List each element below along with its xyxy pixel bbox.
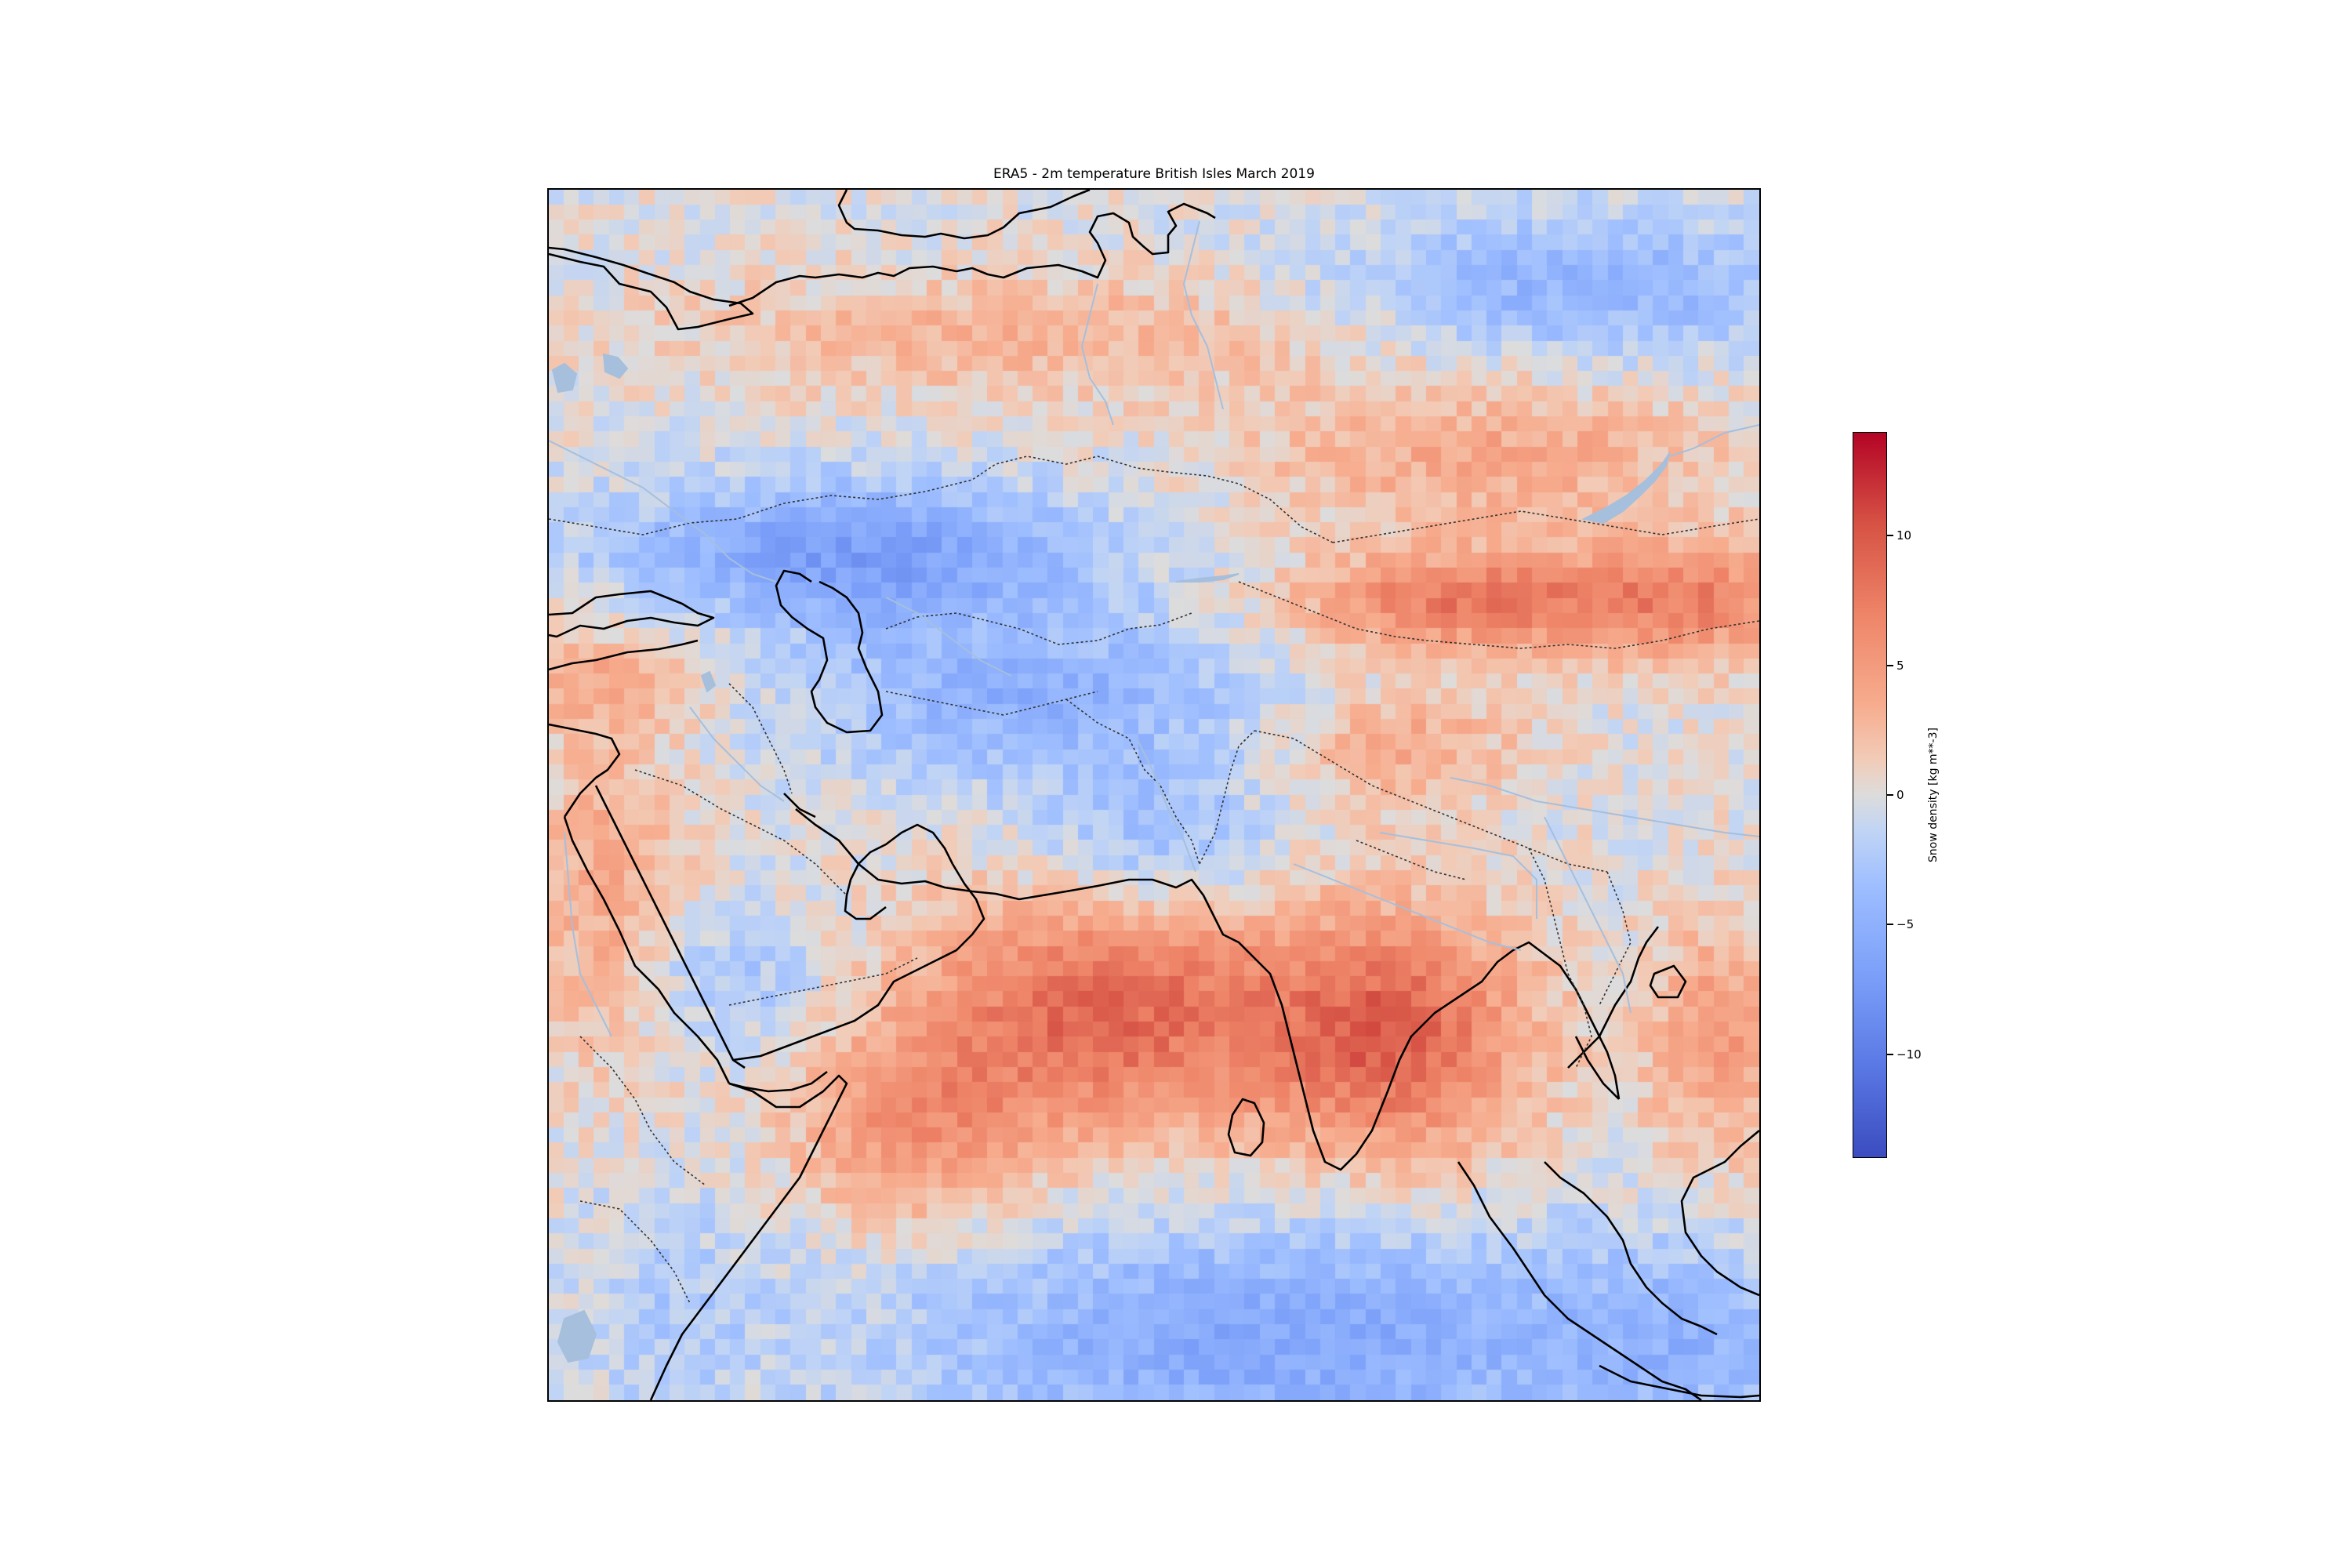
river-indus <box>1136 738 1196 873</box>
coastline-caspian <box>775 569 884 734</box>
border-iran-iraq <box>728 683 793 794</box>
border-india-pak <box>1199 730 1255 865</box>
coastline-red-sea-east <box>594 785 746 1069</box>
coastline-java <box>1599 1364 1759 1399</box>
coastline-persian-gulf-north <box>795 808 1067 901</box>
border-russia-kazakhstan <box>549 456 1334 543</box>
lake-balkhash <box>1175 573 1240 583</box>
colorbar-label: Snow density [kg m**-3] <box>1927 728 1940 862</box>
rivers <box>549 220 1759 1037</box>
coastline-sri-lanka <box>1227 1098 1265 1157</box>
anomaly-raster <box>549 190 1759 1400</box>
lake-ladoga <box>551 362 578 394</box>
coastline-indochina <box>1567 926 1660 1069</box>
coastline-red-sea-west <box>563 816 731 1084</box>
map-title: ERA5 - 2m temperature British Isles Marc… <box>993 166 1315 182</box>
coastline-pakistan-india <box>1065 878 1545 1171</box>
coastline-levant <box>549 723 621 818</box>
river-nile <box>564 832 612 1037</box>
border-nepal <box>1356 840 1467 880</box>
coastline-myanmar <box>1574 1036 1620 1100</box>
coastline-aden <box>728 1070 828 1093</box>
colorbar-tick-label: 0 <box>1896 788 1904 802</box>
coastline-novaya <box>837 190 1091 240</box>
border-laos <box>1599 871 1632 1006</box>
colorbar <box>1853 432 1887 1158</box>
coastline-black-sea <box>549 590 715 638</box>
border-kaz-uzb <box>885 612 1192 645</box>
lake-baikal <box>1581 452 1671 524</box>
border-saudi <box>634 769 848 896</box>
country-borders <box>549 456 1759 1304</box>
water-bodies <box>551 353 1671 1363</box>
colorbar-tick-label: 5 <box>1896 658 1904 673</box>
geographic-overlay <box>549 190 1759 1400</box>
border-myanmar <box>1528 848 1569 975</box>
border-china-india <box>1254 730 1608 873</box>
colorbar-tick <box>1887 664 1893 666</box>
river-yenisei <box>1182 220 1224 410</box>
coastline-arctic <box>549 246 754 331</box>
lake-onega <box>602 353 629 379</box>
coastline-bay-bengal-east <box>1544 953 1621 1100</box>
coastline-hainan <box>1649 964 1687 999</box>
coastline-indochina-east <box>1680 1130 1759 1297</box>
colorbar-tick <box>1887 924 1893 926</box>
river-tigris <box>689 706 785 802</box>
border-mongolia <box>1332 510 1759 543</box>
colorbar-tick <box>1887 794 1893 796</box>
border-thailand <box>1567 973 1592 1069</box>
river-mekong <box>1544 816 1632 1014</box>
border-saudi-yemen <box>728 957 918 1006</box>
river-amur <box>1669 424 1759 457</box>
lake-urmia <box>700 670 717 693</box>
border-kenya <box>579 1200 691 1304</box>
coastline-arctic-east <box>728 202 1216 307</box>
coastline-malay <box>1544 1161 1718 1336</box>
river-volga <box>549 440 777 583</box>
coastline-anatolia <box>549 639 699 671</box>
border-china-south <box>1238 581 1759 649</box>
river-amu-darya <box>885 597 1012 677</box>
river-yangtze <box>1450 777 1759 837</box>
river-brahmaputra <box>1379 832 1537 919</box>
colorbar-tick <box>1887 535 1893 537</box>
colorbar-tick <box>1887 1053 1893 1055</box>
coastlines <box>549 190 1759 1400</box>
colorbar-tick-label: −5 <box>1896 917 1915 932</box>
coastline-sumatra <box>1457 1161 1702 1400</box>
coastline-persian-gulf <box>844 823 954 920</box>
border-turkmen-iran <box>885 691 1098 716</box>
colorbar-tick-label: −10 <box>1896 1047 1922 1062</box>
map-panel <box>547 188 1761 1402</box>
coastline-arabia-south <box>732 863 985 1062</box>
border-afghan-pak <box>1065 699 1200 865</box>
river-ganges <box>1293 863 1522 951</box>
lake-victoria <box>557 1309 597 1363</box>
river-ob <box>1080 283 1114 426</box>
border-ethiopia <box>579 1036 706 1186</box>
colorbar-gradient <box>1853 433 1886 1157</box>
coastline-horn <box>649 1074 848 1400</box>
colorbar-tick-label: 10 <box>1896 528 1912 543</box>
coastline-iraq-iran <box>783 793 816 818</box>
